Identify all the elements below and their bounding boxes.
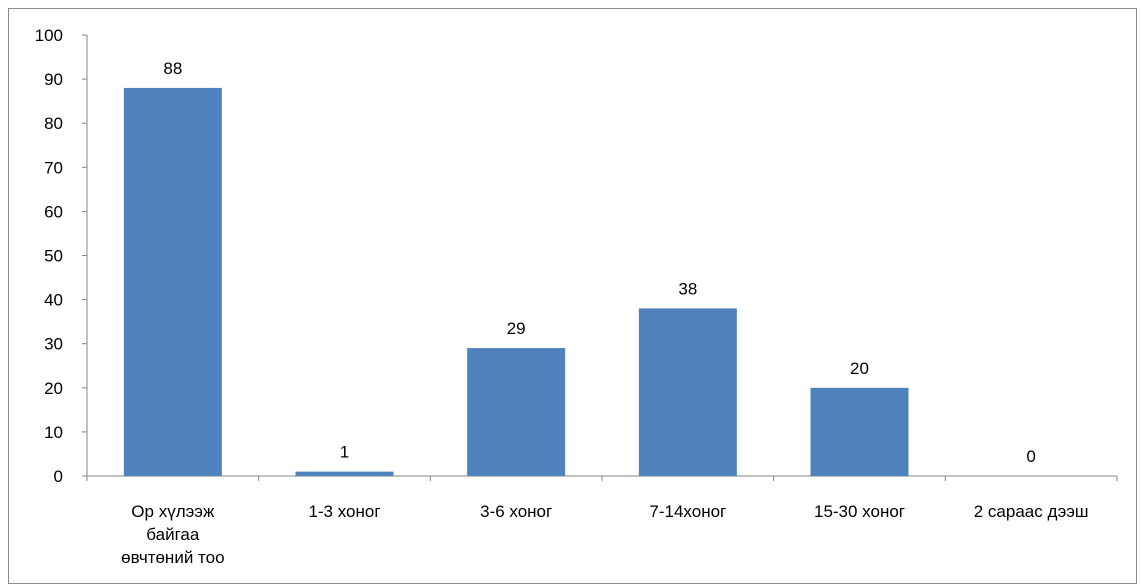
y-tick-label: 60: [44, 202, 63, 221]
y-tick-label: 20: [44, 379, 63, 398]
category-label: байгаа: [146, 525, 200, 544]
bar: [295, 471, 394, 476]
data-label: 88: [163, 59, 182, 78]
category-label: 7-14хоног: [649, 502, 726, 521]
y-tick-label: 70: [44, 158, 63, 177]
y-tick-label: 40: [44, 291, 63, 310]
data-label: 1: [340, 443, 349, 462]
bar: [810, 387, 909, 476]
bar: [638, 308, 737, 476]
y-tick-label: 30: [44, 335, 63, 354]
category-label: 2 сараас дээш: [974, 502, 1089, 521]
y-tick-label: 100: [35, 26, 63, 45]
category-label: 15-30 хоног: [814, 502, 905, 521]
y-tick-label: 10: [44, 423, 63, 442]
category-label: Ор хүлээж: [131, 502, 215, 521]
data-label: 0: [1026, 447, 1035, 466]
y-tick-label: 80: [44, 114, 63, 133]
data-label: 29: [507, 319, 526, 338]
y-tick-label: 0: [54, 467, 63, 486]
data-label: 38: [678, 279, 697, 298]
category-label: өвчтөний тоо: [121, 548, 224, 567]
bar: [123, 87, 222, 477]
category-label: 1-3 хоног: [308, 502, 380, 521]
y-tick-label: 50: [44, 247, 63, 266]
category-label: 3-6 хоног: [480, 502, 552, 521]
data-label: 20: [850, 359, 869, 378]
bar: [467, 348, 566, 476]
y-tick-label: 90: [44, 70, 63, 89]
